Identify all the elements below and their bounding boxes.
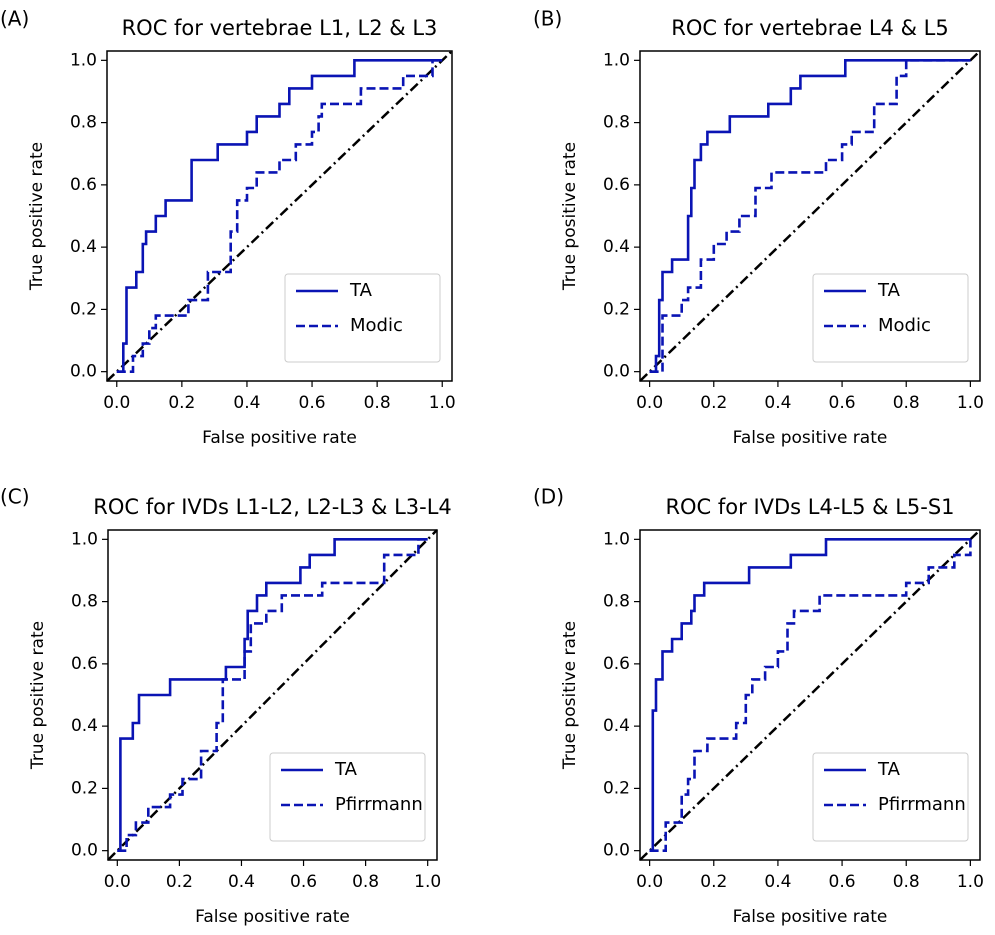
y-tick-label: 1.0 <box>71 529 98 549</box>
x-tick-label: 0.8 <box>893 393 920 413</box>
x-tick-label: 0.0 <box>103 393 130 413</box>
y-axis-label: True positive rate <box>560 621 580 770</box>
y-tick-label: 0.6 <box>603 175 630 195</box>
roc-curve <box>116 59 443 373</box>
roc-curve <box>649 59 971 373</box>
legend-label: TA <box>877 759 901 780</box>
legend-label: Pfirrmann <box>335 794 423 815</box>
plot-frame <box>106 50 453 382</box>
x-tick-label: 0.6 <box>290 872 317 892</box>
y-tick-label: 0.4 <box>71 716 98 736</box>
x-tick-label: 1.0 <box>957 872 984 892</box>
x-tick-label: 1.0 <box>414 872 441 892</box>
y-tick-label: 0.6 <box>70 175 97 195</box>
panel-label: (D) <box>533 485 564 509</box>
legend-box <box>812 752 969 842</box>
y-tick-label: 0.2 <box>603 778 630 798</box>
chart-title: ROC for vertebrae L4 & L5 <box>671 16 948 40</box>
x-tick-label: 0.6 <box>299 393 326 413</box>
y-axis-label: True positive rate <box>28 621 48 770</box>
plot-frame <box>107 529 438 861</box>
panel-label: (A) <box>0 7 29 31</box>
legend-label: TA <box>334 759 358 780</box>
x-axis-label: False positive rate <box>733 907 888 927</box>
x-tick-label: 0.0 <box>636 393 663 413</box>
roc-curve <box>649 538 971 852</box>
legend-label: Pfirrmann <box>878 794 966 815</box>
x-tick-label: 0.8 <box>364 393 391 413</box>
roc-curve <box>117 538 428 852</box>
x-tick-label: 0.2 <box>166 872 193 892</box>
x-tick-label: 0.4 <box>233 393 260 413</box>
x-tick-label: 0.2 <box>168 393 195 413</box>
plot-frame <box>639 50 981 382</box>
x-axis-label: False positive rate <box>733 428 888 448</box>
roc-curve <box>116 59 443 373</box>
y-axis-label: True positive rate <box>560 142 580 291</box>
chart-title: ROC for IVDs L1-L2, L2-L3 & L3-L4 <box>93 495 452 519</box>
y-tick-label: 0.2 <box>70 299 97 319</box>
legend-label: Modic <box>350 315 403 336</box>
chart-title: ROC for vertebrae L1, L2 & L3 <box>122 16 438 40</box>
legend-box <box>812 273 969 363</box>
x-tick-label: 1.0 <box>957 393 984 413</box>
y-tick-label: 0.6 <box>71 654 98 674</box>
y-tick-label: 0.0 <box>70 362 97 382</box>
chart-title: ROC for IVDs L4-L5 & L5-S1 <box>665 495 954 519</box>
y-tick-label: 0.8 <box>603 592 630 612</box>
y-tick-label: 0.8 <box>70 113 97 133</box>
x-tick-label: 0.0 <box>104 872 131 892</box>
legend-box <box>284 273 441 363</box>
reference-diagonal <box>107 529 438 861</box>
y-tick-label: 1.0 <box>70 50 97 70</box>
x-tick-label: 0.4 <box>764 393 791 413</box>
y-tick-label: 0.4 <box>603 716 630 736</box>
panel-label: (C) <box>0 485 30 509</box>
x-tick-label: 0.6 <box>829 872 856 892</box>
x-tick-label: 0.4 <box>764 872 791 892</box>
y-tick-label: 0.4 <box>603 237 630 257</box>
x-tick-label: 0.8 <box>352 872 379 892</box>
reference-diagonal <box>639 50 981 382</box>
x-tick-label: 0.2 <box>700 872 727 892</box>
x-tick-label: 0.4 <box>228 872 255 892</box>
x-tick-label: 0.8 <box>893 872 920 892</box>
legend-label: TA <box>877 280 901 301</box>
roc-curve <box>649 539 972 852</box>
legend-label: TA <box>349 280 373 301</box>
legend-label: Modic <box>878 315 931 336</box>
y-tick-label: 0.6 <box>603 654 630 674</box>
reference-diagonal <box>639 529 981 861</box>
x-tick-label: 0.6 <box>829 393 856 413</box>
x-axis-label: False positive rate <box>202 428 357 448</box>
y-axis-label: True positive rate <box>27 142 47 291</box>
y-tick-label: 0.2 <box>603 299 630 319</box>
roc-curve <box>117 538 428 852</box>
y-tick-label: 0.2 <box>71 778 98 798</box>
panel-label: (B) <box>533 7 562 31</box>
y-tick-label: 0.0 <box>71 841 98 861</box>
y-tick-label: 0.4 <box>70 237 97 257</box>
y-tick-label: 0.0 <box>603 362 630 382</box>
y-tick-label: 1.0 <box>603 50 630 70</box>
x-tick-label: 0.0 <box>636 872 663 892</box>
x-tick-label: 1.0 <box>429 393 456 413</box>
roc-curve <box>649 59 971 373</box>
y-tick-label: 0.8 <box>603 113 630 133</box>
x-tick-label: 0.2 <box>700 393 727 413</box>
legend-box <box>269 752 426 842</box>
plot-frame <box>639 529 981 861</box>
x-axis-label: False positive rate <box>195 907 350 927</box>
y-tick-label: 0.8 <box>71 592 98 612</box>
y-tick-label: 1.0 <box>603 529 630 549</box>
y-tick-label: 0.0 <box>603 841 630 861</box>
